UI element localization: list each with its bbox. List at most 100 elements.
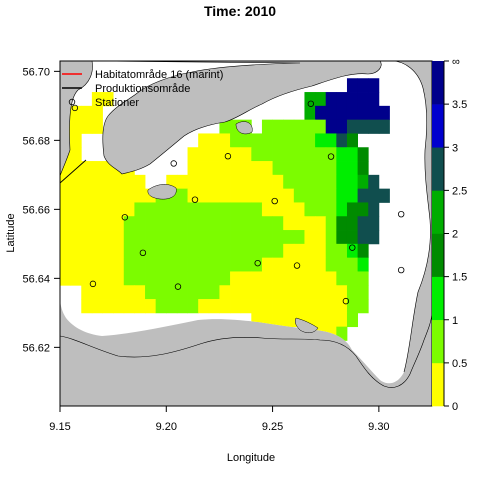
heatmap-cell: [251, 285, 263, 300]
station-marker: [349, 244, 356, 251]
heatmap-cell: [91, 257, 103, 272]
heatmap-cell: [283, 271, 295, 286]
heatmap-cell: [187, 174, 199, 190]
heatmap-cell: [230, 202, 242, 217]
heatmap-cell: [272, 119, 284, 134]
heatmap-cell: [187, 216, 199, 231]
heatmap-cell: [272, 312, 284, 328]
heatmap-cell: [145, 202, 157, 217]
heatmap-cell: [304, 119, 316, 134]
heatmap-cell: [91, 105, 103, 121]
heatmap-cell: [219, 174, 231, 190]
heatmap-cell: [346, 243, 358, 259]
heatmap-cell: [261, 271, 273, 286]
heatmap-cell: [261, 257, 273, 272]
heatmap-cell: [166, 299, 178, 314]
heatmap-cell: [293, 161, 305, 176]
heatmap-cell: [176, 285, 188, 300]
heatmap-cell: [166, 243, 178, 259]
heatmap-cell: [283, 230, 295, 245]
heatmap-cell: [155, 285, 167, 300]
heatmap-cell: [102, 243, 114, 259]
heatmap-cell: [81, 257, 93, 272]
heatmap-cell: [176, 174, 188, 190]
station-marker: [342, 297, 350, 305]
heatmap-cell: [304, 257, 316, 272]
heatmap-cell: [198, 202, 210, 217]
x-tick-label: 9.25: [262, 421, 283, 433]
heatmap-cell: [272, 133, 284, 148]
heatmap-cell: [81, 230, 93, 245]
heatmap-cell: [166, 216, 178, 231]
heatmap-cell: [346, 78, 358, 93]
heatmap-cell: [70, 257, 82, 272]
heatmap-cell: [261, 119, 273, 134]
heatmap-cell: [134, 188, 146, 203]
heatmap-cell: [102, 216, 114, 231]
heatmap-cell: [378, 105, 390, 121]
heatmap-cell: [176, 257, 188, 272]
heatmap-cell: [304, 230, 316, 245]
heatmap-cell: [325, 174, 337, 190]
heatmap-cell: [230, 174, 242, 190]
heatmap-cell: [113, 285, 125, 300]
heatmap-cell: [251, 161, 263, 176]
heatmap-cell: [283, 119, 295, 134]
legend-label: Produktionsområde: [95, 83, 190, 95]
heatmap-cell: [283, 133, 295, 148]
heatmap-cell: [198, 257, 210, 272]
heatmap-cell: [230, 257, 242, 272]
heatmap-cell: [81, 285, 93, 300]
heatmap-cell: [102, 174, 114, 190]
heatmap-cell: [336, 257, 348, 272]
heatmap-cell: [219, 299, 231, 314]
chart-title: Time: 2010: [204, 3, 276, 19]
heatmap-cell: [251, 312, 263, 328]
station-marker: [170, 160, 177, 167]
heatmap-cell: [113, 257, 125, 272]
heatmap-cell: [240, 202, 252, 217]
heatmap-cell: [251, 216, 263, 231]
station-marker: [327, 153, 335, 160]
heatmap-cell: [145, 230, 157, 245]
heatmap-cell: [357, 271, 369, 286]
heatmap-cell: [283, 161, 295, 176]
heatmap-cell: [325, 230, 337, 245]
heatmap-cell: [134, 216, 146, 231]
legend-label: Stationer: [95, 97, 139, 109]
heatmap-cell: [357, 147, 369, 162]
heatmap-cell: [176, 271, 188, 286]
heatmap-cell: [102, 285, 114, 300]
heatmap-cell: [198, 243, 210, 259]
heatmap-cell: [208, 230, 220, 245]
heatmap-cell: [81, 174, 93, 190]
heatmap-cell: [261, 230, 273, 245]
heatmap-cell: [272, 216, 284, 231]
heatmap-cell: [315, 312, 327, 328]
colorbar-tick-label: 0.5: [452, 358, 467, 370]
heatmap-cell: [251, 243, 263, 259]
heatmap-cell: [293, 230, 305, 245]
heatmap-cell: [346, 202, 358, 217]
heatmap-cell: [368, 230, 380, 245]
colorbar-band: [432, 61, 444, 105]
heatmap-cell: [102, 299, 114, 314]
heatmap-cell: [91, 161, 103, 176]
heatmap-cell: [219, 133, 231, 148]
heatmap-cell: [304, 285, 316, 300]
heatmap-cell: [102, 188, 114, 203]
station-marker: [139, 249, 147, 257]
heatmap-cell: [187, 202, 199, 217]
heatmap-cell: [81, 299, 93, 314]
colorbar-band: [432, 147, 444, 191]
heatmap-cell: [272, 174, 284, 190]
heatmap-cell: [261, 202, 273, 217]
heatmap-cell: [70, 147, 82, 162]
heatmap-cell: [176, 299, 188, 314]
heatmap-cell: [346, 105, 358, 121]
heatmap-cell: [134, 285, 146, 300]
heatmap-cell: [91, 216, 103, 231]
heatmap-cell: [81, 216, 93, 231]
heatmap-cell: [60, 161, 72, 176]
heatmap-cell: [240, 257, 252, 272]
